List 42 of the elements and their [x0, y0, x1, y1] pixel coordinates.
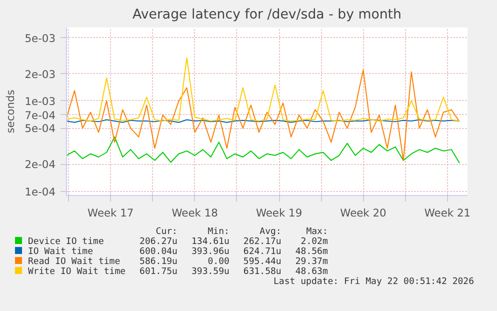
line-series — [66, 136, 460, 164]
y-tick-label: 1e-03 — [24, 94, 56, 108]
text: 586.19u — [138, 257, 178, 267]
text: Cur: — [154, 227, 178, 237]
legend-label: Device IO time — [27, 237, 105, 247]
text: 2.02m — [300, 237, 328, 247]
y-tick-label: 2e-04 — [24, 158, 56, 172]
text: 595.44u — [242, 257, 282, 267]
x-tick-label: Week 21 — [424, 206, 471, 220]
text: 601.75u — [138, 267, 178, 277]
legend-label: IO Wait time — [27, 247, 94, 257]
text: 206.27u — [138, 237, 178, 247]
x-tick-label: Week 20 — [340, 206, 387, 220]
y-tick-label: 5e-03 — [24, 32, 56, 45]
chart-title: Average latency for /dev/sda - by month — [132, 8, 402, 22]
legend-label: Write IO Wait time — [27, 267, 126, 277]
text: 393.96u — [190, 247, 230, 257]
text: 393.59u — [190, 267, 230, 277]
text: 29.37m — [294, 257, 328, 267]
legend-label: Read IO Wait time — [27, 257, 122, 267]
y-tick-label: 2e-03 — [24, 68, 56, 81]
text: Max: — [305, 227, 328, 237]
y-tick-label: 5e-04 — [24, 122, 56, 136]
text: Min: — [206, 227, 230, 237]
y-axis-title: seconds — [4, 89, 17, 134]
y-tick-label: 7e-04 — [24, 108, 56, 122]
x-tick-label: Week 18 — [172, 206, 218, 220]
text: 48.63m — [294, 267, 328, 277]
y-tick-label: 1e-04 — [24, 185, 56, 198]
text: 0.00 — [206, 257, 230, 267]
text: 48.56m — [294, 247, 328, 257]
text: 600.04u — [138, 247, 178, 257]
text: 134.61u — [190, 237, 230, 247]
x-tick-label: Week 17 — [88, 206, 134, 220]
text: 631.58u — [242, 267, 282, 277]
text: Last update: Fri May 22 00:51:42 2026 — [272, 277, 475, 288]
x-tick-label: Week 19 — [256, 206, 302, 220]
text: Avg: — [258, 227, 282, 237]
text: 624.71u — [242, 247, 282, 257]
line-series — [66, 70, 460, 161]
line-series — [66, 57, 460, 122]
text: 262.17u — [242, 237, 282, 247]
